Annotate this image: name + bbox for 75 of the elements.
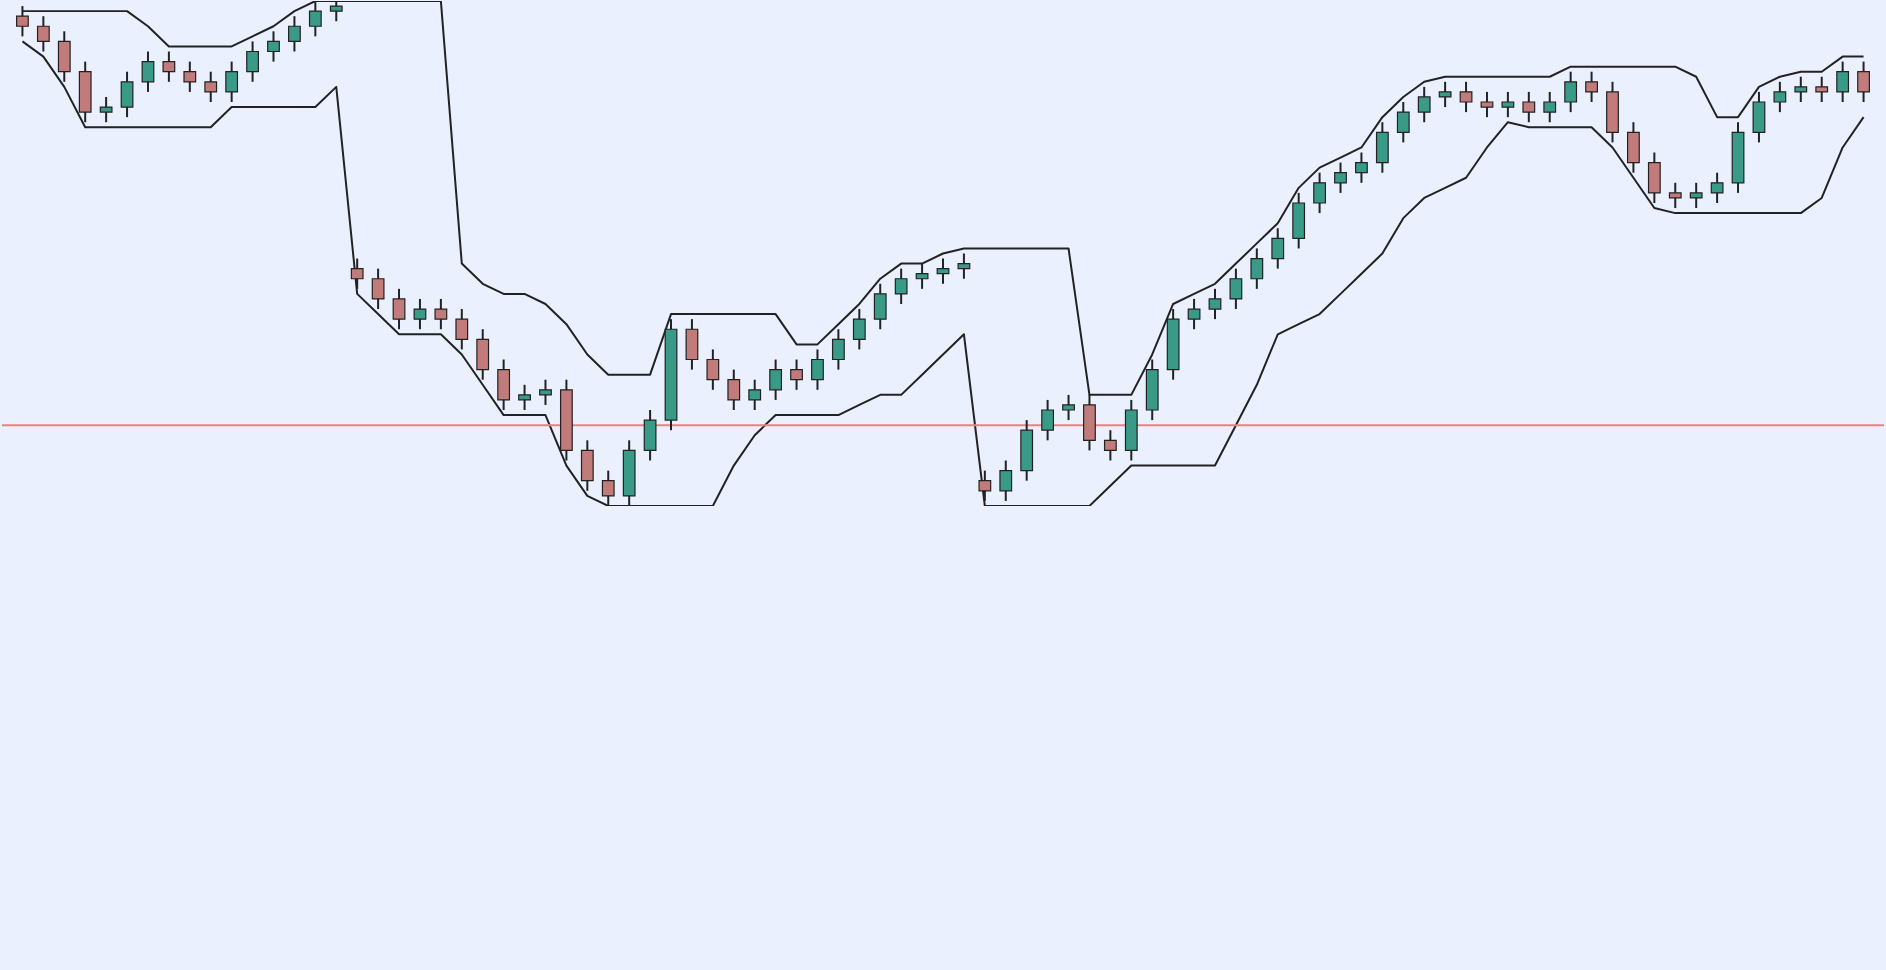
candlestick <box>1815 75 1829 104</box>
candlestick <box>1585 70 1598 104</box>
candlestick <box>1103 429 1117 462</box>
candlestick <box>497 358 511 412</box>
candlestick <box>1752 90 1766 144</box>
candlestick <box>1062 393 1075 422</box>
candlestick <box>1522 90 1536 124</box>
candlestick <box>1668 181 1682 210</box>
candlestick <box>1564 70 1578 114</box>
candlestick <box>1041 398 1055 442</box>
candlestick <box>706 348 720 391</box>
candlestick <box>1375 121 1389 174</box>
candlestick <box>1459 80 1473 114</box>
candlestick <box>539 378 552 406</box>
candlestick <box>1710 171 1724 204</box>
candlestick <box>1417 85 1431 124</box>
candlestick <box>350 257 364 290</box>
candlestick <box>225 60 239 104</box>
candlestick <box>434 297 448 331</box>
candlestick <box>894 267 908 305</box>
candlestick <box>162 50 176 83</box>
candlestick <box>580 439 594 492</box>
candlestick <box>141 50 155 93</box>
candlestick <box>1857 60 1870 104</box>
candlestick <box>1794 75 1808 104</box>
candlestick <box>120 70 134 119</box>
candlestick <box>288 15 301 53</box>
candlestick <box>727 368 741 412</box>
candlestick <box>1124 398 1138 462</box>
candlestick <box>957 252 971 280</box>
candlestick <box>852 308 866 351</box>
candlestick <box>1271 227 1285 270</box>
candlestick <box>455 308 469 351</box>
candlestick <box>1250 247 1264 290</box>
candlestick <box>1187 297 1201 331</box>
candlestick <box>936 257 950 285</box>
candlestick <box>790 358 803 391</box>
candlestick <box>518 383 531 412</box>
candlestick <box>1543 90 1557 124</box>
candlestick <box>1480 90 1494 119</box>
candlestick <box>769 358 783 401</box>
candlestick <box>1313 171 1327 215</box>
candlestick <box>1020 419 1034 482</box>
candlestick <box>413 297 427 331</box>
candlestick <box>811 348 824 391</box>
candlestick <box>1292 191 1306 250</box>
candlestick <box>267 30 280 63</box>
candlestick <box>873 282 887 331</box>
candlestick <box>99 95 113 124</box>
candlestick <box>1229 267 1243 311</box>
candlestick <box>1836 60 1850 104</box>
candlestick <box>246 40 259 83</box>
candlestick <box>1773 80 1787 114</box>
candlestick <box>392 287 406 331</box>
candlestick <box>183 60 197 93</box>
candlestick <box>1208 287 1222 321</box>
candlestick <box>371 267 385 311</box>
candlestick <box>1355 151 1368 184</box>
candlestick <box>748 378 762 412</box>
candlestick <box>831 328 845 371</box>
candlestick <box>1334 161 1347 194</box>
candlestick <box>1396 101 1410 144</box>
candlestick <box>685 318 699 371</box>
candlestick <box>643 409 657 462</box>
candlestick <box>1627 121 1640 174</box>
candlestick <box>476 328 490 381</box>
candlestick <box>915 262 929 290</box>
candlestick <box>78 60 92 124</box>
candlestick <box>1647 151 1661 204</box>
candlestick <box>204 70 218 104</box>
candlestick <box>1501 90 1515 119</box>
candlestick <box>999 459 1013 502</box>
candlestick <box>1689 181 1703 210</box>
candlestick <box>1438 80 1452 109</box>
candlestick <box>1606 80 1619 144</box>
